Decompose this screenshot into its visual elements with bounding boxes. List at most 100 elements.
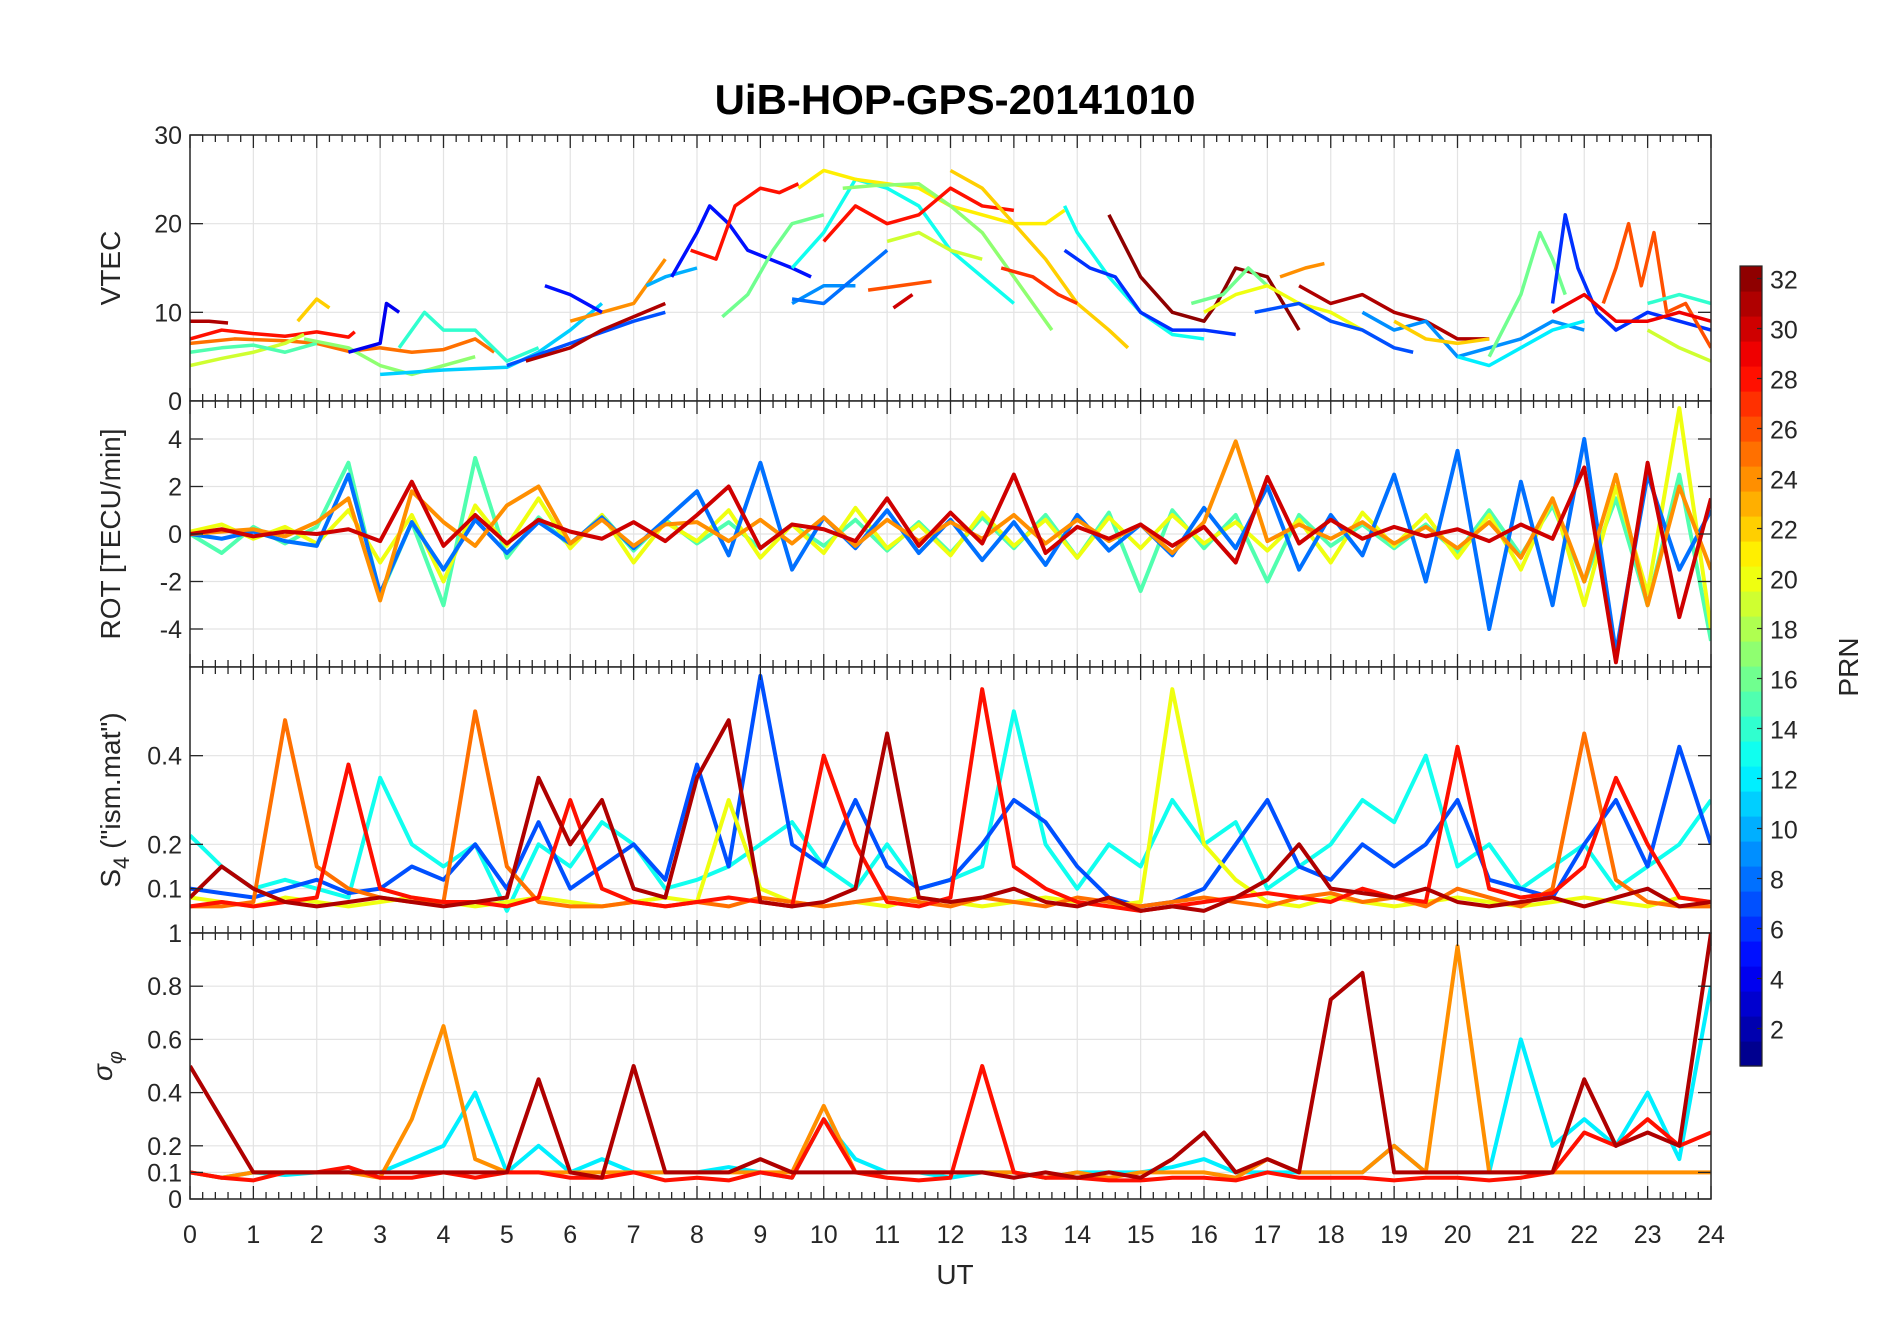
vtec-trace-prn-30: [892, 293, 914, 310]
panel-rot: -4 -2 0 2 4 ROT [TECU/min]: [95, 400, 1712, 668]
x-tick-label: 7: [627, 1221, 641, 1249]
x-tick-label: 24: [1697, 1221, 1725, 1249]
colorbar-tick-label: 6: [1770, 917, 1784, 945]
y-tick-label: 0.4: [147, 1080, 182, 1108]
vtec-trace-prn-7: [506, 310, 666, 368]
colorbar-swatch: [1740, 366, 1762, 392]
x-tick-label: 5: [500, 1221, 514, 1249]
s4-trace-prn-7: [190, 673, 1711, 909]
x-tick-label: 14: [1063, 1221, 1091, 1249]
panel-vtec: 0 10 20 30 VTEC: [95, 122, 1712, 416]
vtec-trace-prn-4: [347, 301, 401, 354]
colorbar-tick-label: 16: [1770, 667, 1798, 695]
vtec-trace-prn-5: [544, 284, 603, 314]
colorbar-swatch: [1740, 491, 1762, 517]
vtec-trace-prn-19: [886, 230, 983, 261]
y-tick-label: 0.2: [147, 831, 182, 859]
x-tick-label: 9: [753, 1221, 767, 1249]
vtec-trace-prn-14: [397, 310, 540, 363]
y-axis-label: ROT [TECU/min]: [95, 428, 126, 639]
x-tick-label: 22: [1570, 1221, 1598, 1249]
x-tick-label: 8: [690, 1221, 704, 1249]
colorbar-swatch: [1740, 841, 1762, 867]
x-tick-label: 12: [937, 1221, 965, 1249]
colorbar-swatch: [1740, 766, 1762, 792]
colorbar-swatch: [1740, 566, 1762, 592]
y-tick-label: -4: [160, 616, 182, 644]
x-tick-label: 21: [1507, 1221, 1535, 1249]
y-tick-label: 0: [168, 388, 182, 416]
x-tick-label: 2: [310, 1221, 324, 1249]
panel-sigma-phi: 00.10.2 0.4 0.6 0.8 1 σφ: [87, 920, 1712, 1214]
y-label-subscript: 4: [109, 857, 134, 869]
x-tick-label: 23: [1634, 1221, 1662, 1249]
y-tick-label: 0.6: [147, 1026, 182, 1054]
vtec-trace-prn-20: [1203, 283, 1364, 332]
vtec-trace-prn-16: [1190, 266, 1269, 306]
y-tick-label: 0.8: [147, 973, 182, 1001]
rot-trace-prn-20: [190, 406, 1711, 630]
y-tick-label: 0: [168, 521, 182, 549]
colorbar-tick-label: 26: [1770, 417, 1798, 445]
colorbar-swatch: [1740, 416, 1762, 442]
vtec-trace-prn-12: [1457, 319, 1585, 368]
y-label-main: S: [95, 869, 126, 888]
panel-s4: 0.1 0.2 0.4 S4 ("ism.mat"): [95, 666, 1712, 934]
x-tick-label: 4: [437, 1221, 451, 1249]
colorbar-swatch: [1740, 516, 1762, 542]
y-tick-label: 30: [154, 122, 182, 150]
colorbar-swatch: [1740, 591, 1762, 617]
x-tick-label: 18: [1317, 1221, 1345, 1249]
y-axis-label: VTEC: [95, 231, 126, 306]
y-tick-label: -2: [160, 569, 182, 597]
colorbar-swatch: [1740, 666, 1762, 692]
y-tick-label: 2: [168, 474, 182, 502]
x-tick-label: 20: [1444, 1221, 1472, 1249]
colorbar-tick-label: 12: [1770, 767, 1798, 795]
y-axis-label: σφ: [87, 1051, 127, 1081]
rot-trace-prn-8: [190, 437, 1711, 655]
vtec-trace-prn-31: [190, 319, 229, 325]
colorbar-swatch: [1740, 741, 1762, 767]
colorbar-label: PRN: [1833, 637, 1864, 696]
vtec-trace-prn-28: [822, 186, 1015, 243]
x-tick-label: 11: [874, 1221, 900, 1249]
vtec-trace-prn-7: [1254, 301, 1414, 354]
vtec-trace-prn-17: [842, 182, 1054, 332]
colorbar-tick-label: 2: [1770, 1017, 1784, 1045]
vtec-trace-prn-28: [690, 182, 800, 261]
colorbar-swatch: [1740, 641, 1762, 667]
vtec-trace-prn-28: [190, 328, 356, 341]
data-lines: [190, 673, 1711, 913]
colorbar-tick-label: 8: [1770, 867, 1784, 895]
y-tick-label: 0.4: [147, 743, 182, 771]
vtec-trace-prn-16: [721, 213, 825, 319]
vtec-trace-prn-15: [190, 341, 318, 354]
colorbar-swatch: [1740, 291, 1762, 317]
y-tick-label: 0.1: [147, 1159, 182, 1187]
vtec-trace-prn-22: [296, 297, 331, 323]
vtec-trace-prn-6: [1063, 248, 1236, 337]
vtec-trace-prn-6: [1550, 213, 1711, 332]
s4-trace-prn-28: [190, 687, 1711, 913]
x-tick-label: 19: [1380, 1221, 1408, 1249]
colorbar-tick-label: 30: [1770, 317, 1798, 345]
colorbar-swatch: [1740, 816, 1762, 842]
colorbar-swatch: [1740, 266, 1762, 292]
vtec-trace-prn-29: [1551, 292, 1711, 323]
vtec-trace-prn-21: [797, 168, 1066, 226]
vtec-trace-prn-17: [303, 337, 476, 377]
colorbar-swatch: [1740, 391, 1762, 417]
vtec-trace-prn-31: [525, 301, 666, 363]
colorbar-tick-label: 18: [1770, 617, 1798, 645]
x-tick-label: 6: [563, 1221, 577, 1249]
vtec-trace-prn-26: [1601, 221, 1711, 349]
x-tick-label: 15: [1127, 1221, 1155, 1249]
x-tick-label: 17: [1253, 1221, 1281, 1249]
data-lines: [190, 168, 1711, 377]
colorbar-tick-label: 20: [1770, 567, 1798, 595]
